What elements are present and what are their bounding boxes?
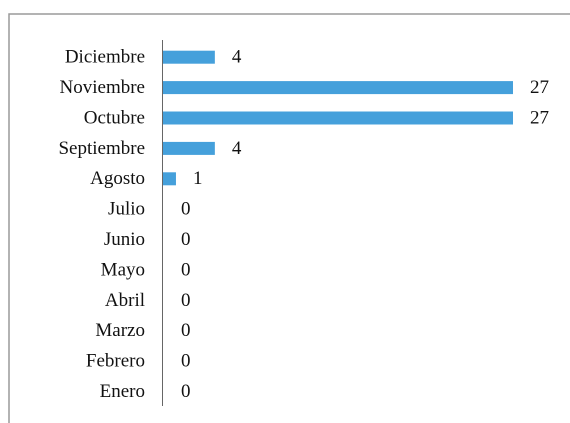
category-label: Abril — [105, 290, 145, 311]
category-label: Julio — [108, 199, 145, 220]
value-label: 27 — [530, 107, 549, 128]
category-label: Mayo — [101, 259, 145, 280]
category-label: Agosto — [90, 168, 145, 189]
value-label: 4 — [232, 47, 242, 68]
bar — [163, 141, 215, 155]
bar — [163, 81, 513, 95]
value-label: 0 — [181, 320, 191, 341]
frame — [8, 13, 570, 423]
category-label: Enero — [100, 381, 145, 402]
value-label: 1 — [193, 168, 203, 189]
category-label: Febrero — [86, 351, 145, 372]
bar — [163, 50, 215, 64]
value-label: 0 — [181, 229, 191, 250]
value-label: 0 — [181, 381, 191, 402]
value-label: 0 — [181, 290, 191, 311]
value-label: 0 — [181, 259, 191, 280]
value-label: 27 — [530, 77, 549, 98]
value-label: 4 — [232, 138, 242, 159]
bar — [163, 111, 513, 125]
category-label: Diciembre — [65, 47, 145, 68]
value-label: 0 — [181, 351, 191, 372]
bar — [163, 172, 176, 186]
category-label: Noviembre — [60, 77, 145, 98]
category-label: Junio — [104, 229, 145, 250]
category-label: Octubre — [84, 107, 145, 128]
category-label: Marzo — [95, 320, 145, 341]
category-label: Septiembre — [58, 138, 145, 159]
value-label: 0 — [181, 199, 191, 220]
